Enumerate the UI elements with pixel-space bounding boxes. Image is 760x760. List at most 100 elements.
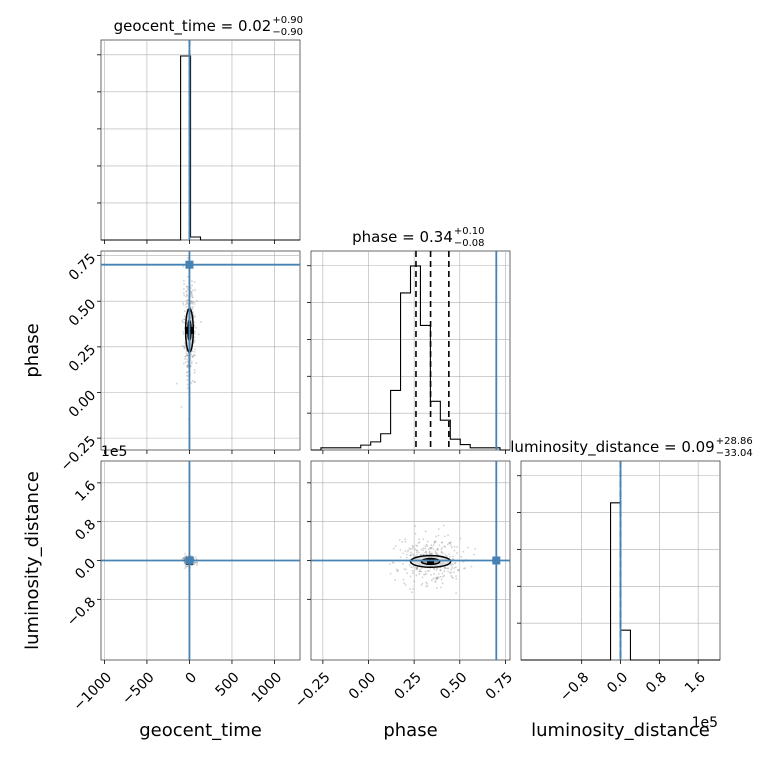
scatter-point	[186, 365, 189, 368]
scatter-point	[186, 364, 189, 367]
x-tick-label: 0.0	[604, 669, 631, 696]
scatter-point	[186, 383, 189, 386]
scatter-point	[190, 295, 193, 297]
scatter-point	[436, 547, 439, 550]
scatter-point	[441, 541, 443, 544]
scatter-point	[409, 588, 411, 591]
scatter-point	[443, 566, 446, 569]
scatter-point	[191, 301, 194, 304]
hist-bar	[361, 445, 371, 450]
scatter-point	[443, 545, 446, 548]
scatter-point	[391, 561, 394, 564]
scatter-point	[418, 538, 421, 541]
scatter-point	[183, 561, 186, 564]
scatter-point	[411, 545, 414, 547]
scatter-point	[435, 577, 438, 580]
scatter-point	[428, 553, 431, 556]
scatter-point	[196, 561, 198, 564]
scatter-point	[406, 572, 408, 574]
scatter-point	[193, 332, 196, 335]
scatter-point	[200, 321, 202, 323]
scatter-point	[192, 305, 195, 308]
scatter-point	[180, 406, 183, 408]
scatter-point	[419, 570, 421, 573]
panel-title-geocent_time: geocent_time = 0.02 +0.90−0.90	[114, 15, 303, 38]
scatter-point	[434, 551, 437, 554]
y-tick-label: 0.00	[66, 387, 99, 420]
scatter-point	[187, 365, 189, 368]
title-minus: −0.08	[454, 238, 485, 249]
scatter-point	[452, 555, 454, 558]
x-tick-label: 0.75	[483, 669, 516, 702]
hist-bar	[420, 325, 430, 450]
y-axis-label-luminosity_distance: luminosity_distance	[22, 471, 43, 650]
scatter-point	[443, 567, 446, 570]
hist-bar	[621, 630, 631, 660]
scatter-point	[416, 545, 419, 547]
scatter-point	[191, 356, 194, 358]
scatter-point	[191, 300, 193, 303]
panel-frame	[100, 250, 301, 451]
scatter-point	[456, 552, 458, 554]
scatter-point	[182, 304, 185, 306]
scatter-point	[415, 544, 417, 547]
scatter-point	[194, 556, 197, 558]
scatter-point	[440, 548, 443, 551]
scatter-point	[411, 591, 413, 594]
scatter-point	[396, 570, 399, 573]
scatter-point	[452, 577, 455, 579]
scatter-point	[425, 543, 428, 546]
scatter-point	[442, 524, 445, 527]
scatter-point	[183, 283, 185, 285]
scatter-point	[442, 552, 444, 555]
scatter-point	[196, 562, 199, 564]
scatter-point	[195, 362, 198, 365]
title-param: phase	[352, 228, 397, 246]
scatter-point	[191, 380, 194, 382]
scatter-point	[193, 562, 196, 564]
scatter-point	[422, 547, 425, 549]
scatter-point	[193, 369, 196, 372]
scatter-point	[453, 567, 456, 569]
scatter-point	[425, 572, 428, 575]
y-tick-label: 0.50	[66, 296, 99, 329]
scatter-point	[401, 541, 404, 543]
scatter-point	[185, 555, 188, 557]
scatter-point	[410, 551, 412, 554]
scatter-point	[191, 302, 194, 305]
scatter-point	[191, 360, 193, 363]
scatter-point	[436, 577, 439, 580]
scatter-point	[422, 573, 425, 576]
scatter-point	[435, 552, 438, 555]
scatter-point	[436, 567, 439, 570]
scatter-point	[186, 565, 189, 568]
scatter-point	[425, 581, 428, 584]
scatter-point	[464, 567, 467, 569]
scatter-point	[430, 546, 433, 549]
scatter-point	[411, 553, 414, 556]
title-param: luminosity_distance	[510, 438, 659, 457]
scatter-point	[395, 568, 398, 571]
scatter-point	[430, 552, 432, 555]
scatter-point	[432, 567, 435, 570]
scatter-point	[445, 555, 448, 558]
scatter-point	[394, 579, 397, 581]
scatter-point	[185, 285, 188, 288]
scatter-point	[454, 561, 457, 564]
scatter-point	[462, 550, 465, 553]
scatter-point	[184, 303, 187, 306]
scatter-point	[182, 345, 185, 348]
scatter-point	[184, 557, 186, 560]
scatter-point	[192, 311, 194, 314]
scatter-point	[452, 571, 455, 574]
scatter-point	[183, 310, 186, 312]
scatter-point	[439, 569, 442, 572]
scatter-point	[450, 571, 453, 574]
truth-marker	[185, 260, 194, 269]
scatter-point	[187, 352, 189, 355]
scatter-point	[424, 547, 427, 550]
scatter-point	[407, 549, 410, 552]
scatter-point	[186, 285, 189, 288]
scatter-point	[452, 558, 454, 560]
scatter-point	[434, 581, 437, 584]
